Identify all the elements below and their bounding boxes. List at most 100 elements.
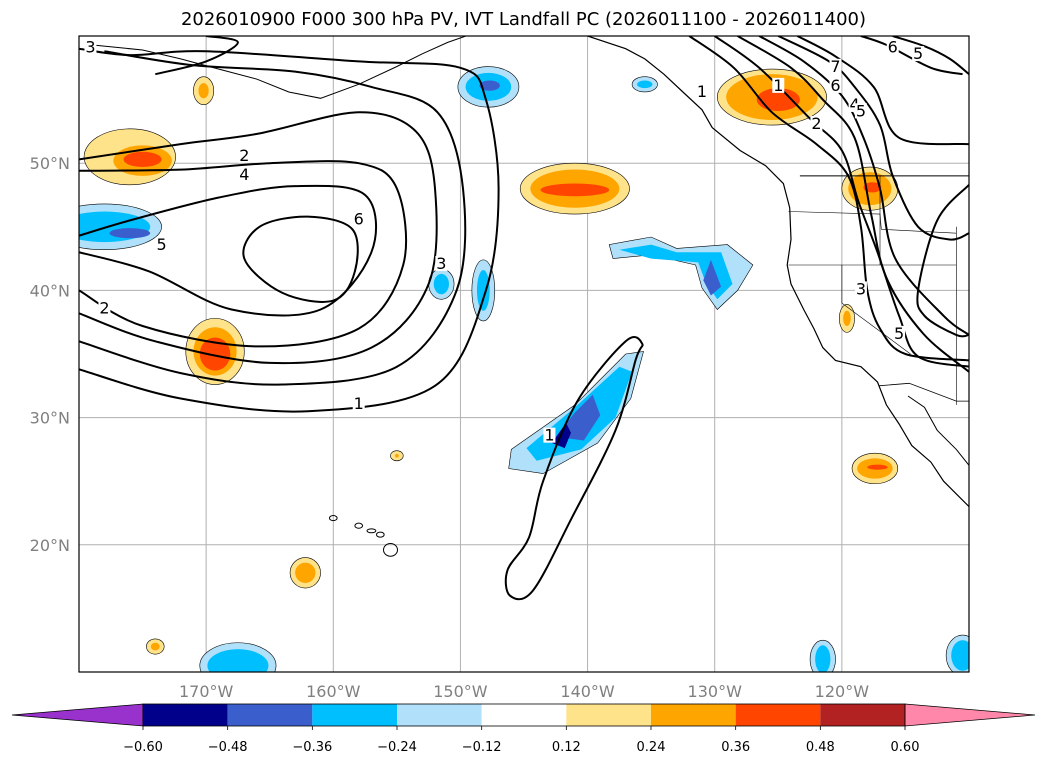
ivt-shading-patch [394, 453, 399, 458]
lon-tick-label: 130°W [688, 682, 743, 701]
pv-contour-label: 2 [99, 298, 109, 317]
colorbar-extend-low [11, 703, 144, 727]
colorbar-tick-label: 0.36 [721, 740, 750, 755]
colorbar-segment [481, 704, 567, 726]
pv-contour [504, 336, 644, 601]
pv-contour [860, 36, 963, 76]
pv-contour [892, 36, 969, 75]
coastline [907, 395, 969, 467]
pv-contour [737, 36, 969, 373]
pv-contour-label: 6 [354, 209, 364, 228]
pv-contour-label-bg [543, 427, 556, 443]
colorbar-segment [312, 704, 397, 726]
map-frame [78, 35, 970, 673]
pv-contour-label: 6 [830, 76, 840, 95]
state-border [788, 211, 957, 234]
pv-contour-label: 5 [894, 324, 904, 343]
state-border [841, 265, 911, 355]
colorbar-segment [820, 704, 905, 726]
ivt-shading-patch [815, 645, 831, 672]
ivt-shading-patch [951, 640, 969, 671]
pv-contour-label: 2 [811, 114, 821, 133]
colorbar-tick-label: −0.48 [208, 740, 248, 755]
ivt-shading-patch [150, 642, 160, 651]
pv-contour-label: 1 [544, 426, 554, 445]
pv-contour [79, 47, 500, 413]
pv-contour-label-bg [829, 77, 842, 93]
pv-contour [79, 160, 408, 348]
pv-contour-label: 1 [773, 76, 783, 95]
ivt-shading-patch [703, 259, 722, 296]
pv-contour [155, 36, 239, 76]
pv-contour [79, 111, 438, 365]
ivt-shading-patch [123, 151, 162, 168]
pv-contour-label: 1 [354, 394, 364, 413]
pv-contour-label-bg [352, 211, 365, 227]
pv-contour-label-bg [435, 255, 448, 271]
pv-contour-label-bg [810, 116, 823, 132]
lon-tick-label: 160°W [306, 682, 361, 701]
lon-tick-label: 170°W [179, 682, 234, 701]
pv-contour-label: 3 [856, 279, 866, 298]
pv-contour-label-bg [886, 39, 899, 55]
ivt-shading-patch [867, 464, 888, 470]
colorbar-tick-label: −0.36 [292, 740, 332, 755]
pv-contour-label: 7 [830, 57, 840, 76]
lon-tick-label: 140°W [560, 682, 615, 701]
pv-contour-label-bg [854, 281, 867, 297]
colorbar-segment [397, 704, 482, 726]
map-axis-labels: 170°W 160°W 150°W 140°W 130°W 120°W 50°N 40°N 30… [30, 154, 870, 701]
ivt-shading-patch [207, 649, 269, 672]
ivt-shading-patch [476, 270, 490, 311]
colorbar-frame [142, 703, 906, 727]
pv-contour [242, 215, 359, 303]
lon-tick-label: 150°W [433, 682, 488, 701]
lat-tick-label: 50°N [30, 154, 70, 173]
colorbar-tick-label: 0.48 [806, 740, 835, 755]
colorbar-segment [143, 704, 228, 726]
colorbar-segment [735, 704, 821, 726]
ivt-shading-patch [199, 337, 231, 371]
lon-tick-label: 120°W [815, 682, 870, 701]
pv-contour-label: 6 [888, 38, 898, 57]
country-border [878, 382, 969, 402]
ivt-shading-patch [109, 228, 151, 239]
pv-contour-label-bg [238, 166, 251, 182]
pv-contour-label-bg [98, 300, 111, 316]
pv-contour-label: 5 [157, 235, 167, 254]
colorbar-segment [651, 704, 736, 726]
pv-contour-label-bg [238, 147, 251, 163]
ivt-shading-patch [198, 83, 209, 99]
pv-contour [916, 184, 969, 338]
colorbar-segment [566, 704, 651, 726]
pv-contour-label-bg [352, 395, 365, 411]
ivt-shading-patch [433, 273, 449, 295]
pv-contour-label: 2 [239, 146, 249, 165]
pv-contour-label-bg [696, 84, 708, 100]
pv-contour-label: 5 [913, 44, 923, 63]
colorbar-tick-label: 0.12 [552, 740, 581, 755]
pv-contour-label-bg [912, 46, 925, 62]
lat-tick-label: 40°N [30, 281, 70, 300]
ivt-shading-patch [863, 182, 882, 193]
island [354, 522, 364, 529]
pv-contour-label: 1 [697, 82, 707, 101]
pv-contour-label: 4 [849, 95, 859, 114]
colorbar-tick-label: −0.60 [123, 740, 163, 755]
pv-contour-label-bg [84, 39, 97, 55]
coastline [584, 36, 969, 508]
colorbar-tick-label: 0.24 [637, 740, 666, 755]
island [376, 531, 385, 538]
ivt-shading-patch [540, 183, 610, 197]
pv-contour-label-bg [829, 58, 842, 74]
pv-contour-label: 4 [239, 165, 249, 184]
pv-contour [758, 36, 969, 336]
ivt-shading-patch [843, 310, 851, 327]
colorbar-tick-label: 0.60 [891, 740, 920, 755]
colorbar-tick-label: −0.12 [462, 740, 502, 755]
pv-contour-label-bg [155, 236, 168, 252]
ivt-shading-patch [619, 244, 733, 300]
pv-contour-label: 3 [85, 38, 95, 57]
coastline [91, 36, 468, 99]
